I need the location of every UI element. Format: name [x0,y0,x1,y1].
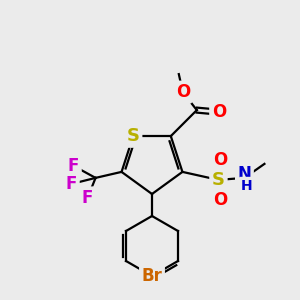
Text: O: O [213,151,228,169]
Text: Br: Br [142,267,162,285]
Text: S: S [212,171,225,189]
Text: F: F [82,189,93,207]
Text: H: H [241,179,252,193]
Text: O: O [212,103,226,121]
Text: O: O [213,191,228,209]
Text: F: F [66,175,77,193]
Text: S: S [127,127,140,145]
Text: F: F [68,157,79,175]
Text: N: N [238,165,251,183]
Text: O: O [176,83,190,101]
